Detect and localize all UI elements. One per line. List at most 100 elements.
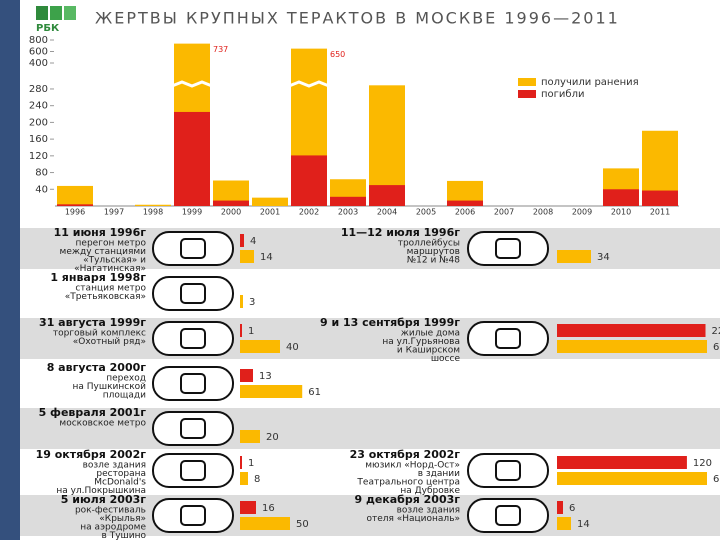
- bar: [252, 197, 288, 206]
- event-place: возле здания: [397, 506, 460, 516]
- injured-label: 3: [249, 297, 255, 308]
- row-band: [20, 228, 720, 269]
- bar: [135, 204, 171, 206]
- bar: [57, 204, 93, 206]
- killed-label: 13: [259, 371, 272, 382]
- event-place: №12 и №48: [407, 256, 460, 266]
- event-icon: [152, 366, 234, 401]
- bar: [213, 200, 249, 206]
- injured-bar: [557, 472, 707, 485]
- event-place: между станциями: [60, 247, 147, 257]
- killed-bar: [557, 456, 687, 469]
- x-tick-label: 2006: [455, 208, 475, 217]
- x-tick-label: 2000: [221, 208, 241, 217]
- legend-label: погибли: [541, 89, 584, 100]
- event-date: 5 июля 2003г: [61, 493, 146, 506]
- event-place: «Третьяковская»: [65, 292, 146, 302]
- icon-glyph: [495, 505, 521, 526]
- bar: [291, 155, 327, 206]
- logo-block: [36, 6, 48, 20]
- event-place: «Тульская» и: [83, 256, 146, 266]
- injured-bar: [240, 517, 290, 530]
- event-icon: [467, 498, 549, 533]
- event-icon: [152, 321, 234, 356]
- injured-label: 34: [597, 252, 610, 263]
- event-place: московское метро: [59, 419, 146, 429]
- event-icon: [467, 321, 549, 356]
- icon-glyph: [180, 328, 206, 349]
- x-tick-label: 2005: [416, 208, 436, 217]
- icon-glyph: [180, 418, 206, 439]
- legend-label: получили ранения: [541, 77, 639, 88]
- event-icon: [467, 231, 549, 266]
- logo-block: [64, 6, 76, 20]
- event-date: 8 августа 2000г: [47, 361, 147, 374]
- bar: [330, 196, 366, 206]
- event-place: троллейбусы: [398, 239, 460, 249]
- event-place: возле здания: [83, 461, 146, 471]
- event-place: на Дубровке: [400, 486, 460, 496]
- event-place: на ул.Покрышкина: [56, 486, 146, 496]
- bar: [447, 200, 483, 206]
- event-place: Театрального центра: [356, 478, 460, 488]
- icon-glyph: [180, 283, 206, 304]
- side-strip: [0, 0, 20, 540]
- injured-bar: [240, 385, 303, 398]
- x-tick-label: 1998: [143, 208, 163, 217]
- legend-swatch: [518, 90, 536, 98]
- logo-block: [50, 6, 62, 20]
- x-tick-label: 2007: [494, 208, 514, 217]
- x-tick-label: 2003: [338, 208, 358, 217]
- injured-label: 50: [296, 519, 309, 530]
- event-place: станция метро: [75, 284, 146, 294]
- event-icon: [152, 453, 234, 488]
- y-tick-label: 600: [29, 47, 48, 58]
- y-tick-label: 400: [29, 58, 48, 69]
- x-tick-label: 2009: [572, 208, 592, 217]
- killed-label: 224: [712, 326, 720, 337]
- x-tick-label: 2008: [533, 208, 553, 217]
- value-label: 650: [330, 50, 345, 59]
- event-date: 11—12 июля 1996г: [341, 226, 460, 239]
- icon-glyph: [180, 460, 206, 481]
- injured-label: 61: [308, 387, 321, 398]
- logo: РБК: [36, 23, 60, 34]
- x-tick-label: 2011: [650, 208, 670, 217]
- icon-glyph: [180, 373, 206, 394]
- event-icon: [152, 231, 234, 266]
- event-place: маршрутов: [407, 247, 460, 257]
- title: ЖЕРТВЫ КРУПНЫХ ТЕРАКТОВ В МОСКВЕ 1996—20…: [95, 9, 620, 28]
- killed-bar: [240, 369, 253, 382]
- injured-bar: [240, 340, 280, 353]
- killed-bar: [240, 456, 242, 469]
- injured-label: 697: [713, 342, 720, 353]
- bar: [57, 185, 93, 206]
- event-date: 9 декабря 2003г: [354, 493, 460, 506]
- killed-bar: [240, 501, 256, 514]
- y-tick-label: 120: [29, 151, 48, 162]
- event-place: и Каширском: [397, 346, 460, 356]
- injured-label: 8: [254, 474, 260, 485]
- event-place: на ул.Гурьянова: [382, 337, 460, 347]
- axis-break: [171, 80, 213, 88]
- x-tick-label: 2002: [299, 208, 319, 217]
- event-place: в здании: [418, 469, 460, 479]
- bar: [603, 189, 639, 206]
- event-place: «Охотный ряд»: [73, 337, 146, 347]
- event-icon: [152, 411, 234, 446]
- event-place: мюзикл «Норд-Ост»: [365, 461, 460, 471]
- injured-bar: [557, 250, 591, 263]
- injured-bar: [240, 472, 248, 485]
- event-place: на Пушкинской: [73, 382, 147, 392]
- injured-label: 20: [266, 432, 279, 443]
- row-band: [20, 408, 720, 449]
- x-tick-label: 1997: [104, 208, 124, 217]
- event-date: 11 июня 1996г: [54, 226, 147, 239]
- event-date: 9 и 13 сентября 1999г: [320, 316, 460, 329]
- killed-bar: [557, 501, 563, 514]
- icon-glyph: [495, 238, 521, 259]
- killed-label: 1: [248, 326, 254, 337]
- x-tick-label: 2004: [377, 208, 397, 217]
- event-date: 19 октября 2002г: [36, 448, 147, 461]
